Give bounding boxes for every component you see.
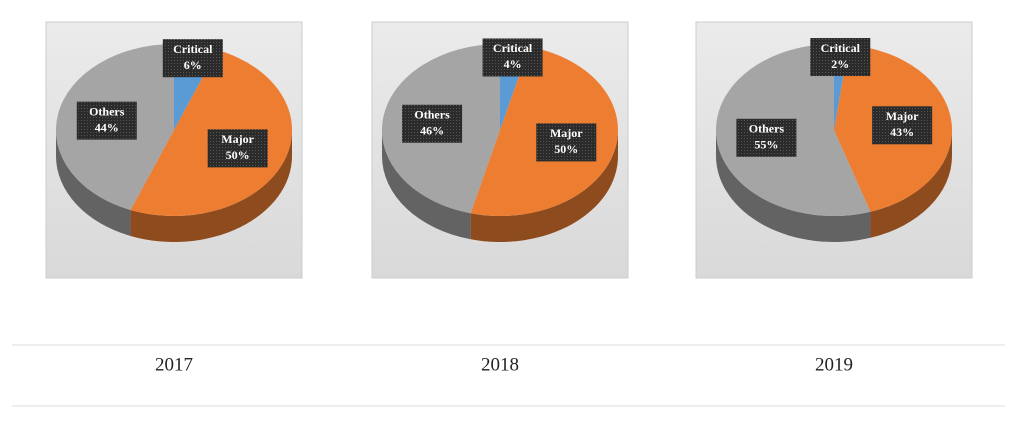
data-label: 46% [420,123,444,137]
slice-side [870,130,952,238]
label-box [402,104,463,143]
category-label: Major [886,109,919,123]
data-label: 4% [504,57,522,71]
label-box [76,101,137,140]
chart-title: 2018 [481,354,519,375]
label-box [736,118,797,157]
data-label: 44% [95,120,119,134]
chart-title: 2019 [815,354,853,375]
slice-side [381,130,471,240]
category-label: Others [749,122,785,136]
label-box [482,38,543,77]
data-label: 2% [831,57,849,71]
category-label: Others [414,107,450,121]
data-label: 55% [754,138,778,152]
category-label: Major [550,126,583,140]
data-label: 50% [226,148,250,162]
slice-side [470,130,618,242]
label-box [207,129,268,168]
data-label: 6% [184,58,202,72]
data-label: 43% [890,125,914,139]
category-label: Critical [173,42,213,56]
label-box [536,123,597,162]
label-box [872,106,933,145]
label-box [162,39,223,78]
category-label: Critical [493,41,533,55]
slice-side [716,130,871,242]
category-label: Others [89,104,125,118]
slice-side [130,130,292,243]
slice-side [56,130,131,236]
label-box [810,38,871,77]
data-label: 50% [554,142,578,156]
chart-title: 2017 [155,354,193,375]
category-label: Major [221,132,254,146]
category-label: Critical [821,41,861,55]
